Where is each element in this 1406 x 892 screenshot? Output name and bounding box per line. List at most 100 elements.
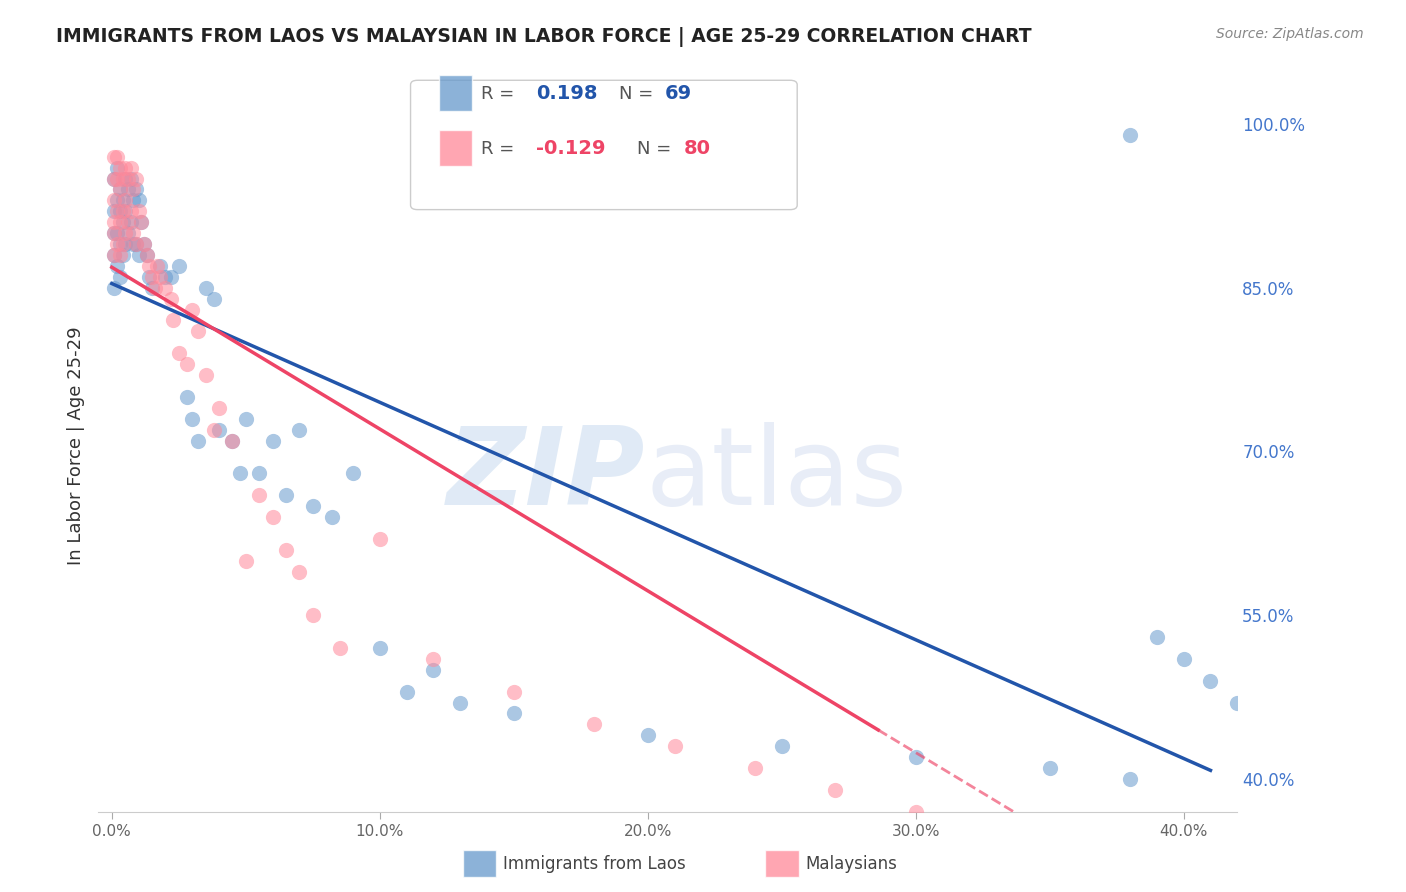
Text: ZIP: ZIP xyxy=(447,422,645,528)
Point xyxy=(125,182,148,196)
Point xyxy=(229,467,252,481)
Point xyxy=(181,411,204,425)
Point xyxy=(103,150,125,164)
Point xyxy=(1146,630,1168,644)
Point xyxy=(138,259,160,273)
Point xyxy=(103,226,125,240)
Point xyxy=(132,237,155,252)
Point xyxy=(103,171,125,186)
Point xyxy=(301,608,323,623)
Point xyxy=(105,204,128,219)
Text: Malaysians: Malaysians xyxy=(806,855,897,873)
Text: R =: R = xyxy=(481,140,520,158)
Point xyxy=(181,302,204,317)
Point xyxy=(138,269,160,284)
Point xyxy=(247,467,270,481)
Point xyxy=(149,269,172,284)
Point xyxy=(984,826,1007,840)
Point xyxy=(368,640,391,655)
Point xyxy=(221,434,243,448)
Y-axis label: In Labor Force | Age 25-29: In Labor Force | Age 25-29 xyxy=(66,326,84,566)
Point xyxy=(176,390,198,404)
Point xyxy=(1066,848,1088,863)
Point xyxy=(155,281,177,295)
Point xyxy=(274,488,297,502)
Point xyxy=(114,204,136,219)
Point xyxy=(111,248,134,262)
Point xyxy=(129,215,152,229)
Point xyxy=(108,204,131,219)
Point xyxy=(368,532,391,546)
Point xyxy=(125,237,148,252)
Point xyxy=(167,259,190,273)
Point xyxy=(1119,128,1142,142)
Point xyxy=(128,204,150,219)
Point xyxy=(103,171,125,186)
Point xyxy=(128,248,150,262)
Point xyxy=(1119,772,1142,786)
Text: Immigrants from Laos: Immigrants from Laos xyxy=(503,855,686,873)
Point xyxy=(108,248,131,262)
Text: atlas: atlas xyxy=(645,422,907,528)
Point xyxy=(114,194,136,208)
Point xyxy=(329,640,352,655)
Point xyxy=(114,171,136,186)
Point xyxy=(122,182,145,196)
Point xyxy=(1173,652,1195,666)
Point xyxy=(143,281,166,295)
Point xyxy=(132,237,155,252)
Text: IMMIGRANTS FROM LAOS VS MALAYSIAN IN LABOR FORCE | AGE 25-29 CORRELATION CHART: IMMIGRANTS FROM LAOS VS MALAYSIAN IN LAB… xyxy=(56,27,1032,46)
Text: 80: 80 xyxy=(683,139,710,159)
Point xyxy=(120,171,142,186)
Point xyxy=(1226,696,1249,710)
Point xyxy=(117,171,139,186)
Point xyxy=(342,467,364,481)
Point xyxy=(208,401,231,415)
Point xyxy=(105,226,128,240)
Point xyxy=(202,292,225,306)
Point xyxy=(159,269,181,284)
Point xyxy=(422,663,444,677)
Point xyxy=(117,215,139,229)
Point xyxy=(122,194,145,208)
Point xyxy=(235,411,257,425)
Point xyxy=(1039,761,1062,775)
Point xyxy=(120,204,142,219)
Point xyxy=(111,237,134,252)
Point xyxy=(146,259,169,273)
Point xyxy=(824,783,846,797)
Point xyxy=(117,182,139,196)
Point xyxy=(135,248,157,262)
Point xyxy=(103,215,125,229)
Point xyxy=(128,194,150,208)
Point xyxy=(105,237,128,252)
Point xyxy=(111,204,134,219)
Point xyxy=(167,346,190,360)
Point xyxy=(141,281,163,295)
Text: N =: N = xyxy=(637,140,676,158)
Text: N =: N = xyxy=(619,85,658,103)
Point xyxy=(162,313,184,327)
Point xyxy=(395,684,418,698)
Point xyxy=(103,281,125,295)
Point xyxy=(159,292,181,306)
Point xyxy=(202,423,225,437)
Point xyxy=(108,182,131,196)
Point xyxy=(114,226,136,240)
Point xyxy=(262,434,284,448)
Point xyxy=(1146,881,1168,892)
Point xyxy=(637,728,659,742)
Point xyxy=(904,750,927,764)
Point xyxy=(114,161,136,175)
Point xyxy=(208,423,231,437)
Text: -0.129: -0.129 xyxy=(536,139,605,159)
Point xyxy=(105,161,128,175)
Point xyxy=(111,215,134,229)
Text: R =: R = xyxy=(481,85,520,103)
Point xyxy=(111,194,134,208)
Text: Source: ZipAtlas.com: Source: ZipAtlas.com xyxy=(1216,27,1364,41)
Point xyxy=(105,150,128,164)
Point xyxy=(108,182,131,196)
Point xyxy=(103,194,125,208)
Point xyxy=(1119,870,1142,884)
